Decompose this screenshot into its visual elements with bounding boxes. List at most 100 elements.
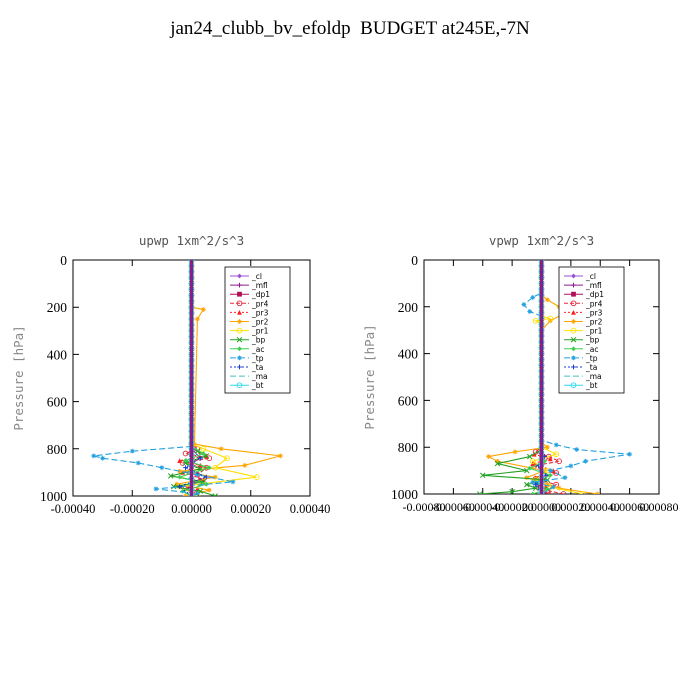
chart-title: upwp 1xm^2/s^3	[139, 233, 244, 248]
x-tick-label: 0.00000	[522, 500, 561, 514]
legend-label-pr3: _pr3	[251, 308, 269, 317]
series-point-tp	[574, 447, 580, 452]
legend-marker-bt	[236, 382, 243, 389]
y-tick-label: 600	[398, 393, 419, 408]
legend: _cl_mfl_dp1_pr4_pr3_pr2_pr1_bp_ac_tp_ta_…	[224, 266, 291, 394]
series-point-tp	[521, 302, 527, 307]
series-point-pr1	[224, 455, 230, 462]
series-point-ac	[200, 451, 206, 456]
series-point-tp	[562, 475, 568, 481]
x-tick-label: -0.00060	[432, 500, 475, 514]
series-point-pr2	[192, 441, 197, 447]
legend-label-pr4: _pr4	[251, 299, 269, 308]
y-tick-label: 200	[398, 300, 419, 315]
series-point-tp	[527, 309, 533, 314]
legend-label-tp: _tp	[585, 354, 598, 363]
series-point-pr1	[579, 491, 586, 494]
legend-label-pr1: _pr1	[251, 327, 269, 336]
series-point-pr2	[524, 475, 530, 481]
x-tick-label: 0.00080	[640, 500, 679, 514]
series-point-pr1	[253, 474, 260, 480]
series-point-pr2	[277, 453, 283, 459]
legend-marker-tp	[571, 355, 576, 361]
series-point-pr2	[495, 458, 500, 464]
legend: _cl_mfl_dp1_pr4_pr3_pr2_pr1_bp_ac_tp_ta_…	[558, 266, 625, 394]
series-point-ac	[203, 481, 209, 487]
legend-marker-pr2	[237, 319, 242, 324]
y-tick-label: 400	[398, 347, 419, 362]
series-point-pr2	[556, 485, 562, 491]
legend-label-ta: _ta	[251, 363, 263, 372]
series-point-ta	[543, 472, 549, 478]
legend-label-mfl: _mfl	[585, 281, 602, 290]
legend-marker-ac	[571, 346, 576, 352]
series-line-pr4	[182, 260, 210, 496]
series-point-pr2	[195, 316, 200, 322]
series-point-pr4	[556, 458, 562, 465]
series-point-tp	[530, 295, 536, 300]
x-tick-label: 0.00000	[171, 502, 212, 516]
series-point-tp	[159, 465, 165, 471]
series-point-ta	[203, 474, 209, 480]
series-point-pr4	[182, 450, 189, 457]
legend-marker-pr4	[236, 300, 243, 307]
y-tick-label: 1000	[391, 487, 418, 502]
legend-marker-dp1	[237, 291, 242, 297]
legend-marker-dp1	[571, 291, 576, 297]
series-point-pr2	[542, 468, 547, 473]
series-point-pr2	[242, 462, 248, 468]
series-point-pr1	[553, 451, 560, 458]
series-point-bp	[526, 453, 533, 460]
series-point-tp	[550, 484, 556, 490]
legend-marker-ac	[237, 346, 242, 352]
series-point-tp	[153, 486, 159, 492]
series-point-ac	[177, 474, 183, 480]
series-point-pr3	[549, 491, 552, 494]
legend-marker-bp	[570, 336, 577, 343]
series-point-ac	[206, 465, 212, 471]
y-tick-label: 400	[47, 347, 68, 362]
series-point-ta	[177, 484, 183, 489]
legend-label-cl: _cl	[251, 272, 262, 281]
chart-title: vpwp 1xm^2/s^3	[489, 233, 594, 248]
y-tick-label: 800	[398, 440, 419, 455]
series-point-pr4	[560, 491, 567, 494]
y-axis-label: Pressure [hPa]	[11, 325, 26, 430]
legend-label-pr1: _pr1	[585, 327, 603, 336]
legend-marker-pr3	[571, 310, 576, 315]
series-point-tp	[195, 472, 200, 478]
series-point-ac	[527, 465, 533, 471]
series-point-tp	[129, 448, 135, 454]
x-tick-label: -0.00040	[51, 502, 96, 516]
series-point-bp	[170, 483, 177, 490]
x-tick-label: -0.00020	[491, 500, 534, 514]
series-line-tp	[93, 260, 234, 496]
series-point-tp	[583, 458, 588, 464]
y-tick-label: 1000	[40, 489, 67, 504]
series-point-bp	[479, 472, 486, 479]
series-point-tp	[230, 479, 236, 485]
series-point-bp	[212, 493, 218, 496]
x-tick-label: -0.00080	[403, 500, 446, 514]
series-point-pr2	[486, 454, 492, 459]
legend-label-pr2: _pr2	[585, 318, 603, 327]
y-tick-label: 600	[47, 395, 68, 410]
series-point-tp	[135, 460, 141, 466]
series-point-ac	[544, 486, 550, 492]
series-point-tp	[553, 442, 559, 448]
y-axis-label: Pressure [hPa]	[362, 324, 377, 429]
legend-label-ac: _ac	[585, 345, 598, 354]
legend-box	[558, 266, 625, 394]
page-title: jan24_clubb_bv_efoldp BUDGET at245E,-7N	[170, 18, 530, 39]
legend-marker-pr2	[571, 319, 576, 324]
legend-marker-tp	[237, 355, 242, 361]
series-point-pr2	[544, 482, 550, 488]
series-point-ac	[547, 472, 553, 478]
legend-marker-pr1	[570, 327, 577, 334]
series-point-pr1	[529, 458, 536, 465]
legend-marker-mfl	[237, 282, 242, 288]
series-point-tp	[627, 451, 633, 457]
legend-marker-pr3	[237, 310, 242, 315]
series-point-pr2	[512, 449, 518, 455]
legend-marker-pr1	[236, 327, 243, 334]
